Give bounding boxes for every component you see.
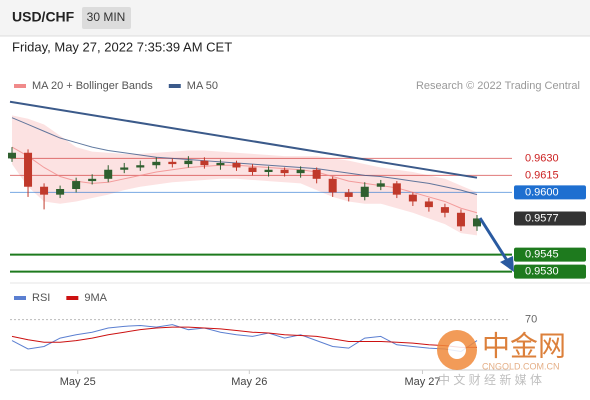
candle-body [328, 178, 337, 193]
watermark: 中金网 CNGOLD.COM.CN 中 文 财 经 新 媒 体 [437, 330, 566, 387]
level-label-box [514, 247, 586, 262]
x-tick-label: May 25 [60, 376, 96, 388]
candle-body [376, 183, 385, 187]
candle-body [136, 165, 145, 168]
indicator-line [11, 326, 477, 348]
level-label: 0.9530 [525, 266, 559, 278]
candle-body [408, 194, 417, 202]
level-label: 0.9545 [525, 249, 559, 261]
x-tick-label: May 27 [404, 376, 440, 388]
moving-average [11, 117, 478, 196]
watermark-logo-icon-inner [448, 341, 466, 359]
candle-body [56, 189, 65, 195]
candle-body [424, 201, 433, 208]
candle-body [440, 207, 449, 213]
candle-body [360, 186, 369, 197]
timestamp: Friday, May 27, 2022 7:35:39 AM CET [12, 39, 232, 54]
candle-body [216, 162, 225, 166]
timeframe[interactable]: 30 MIN [87, 10, 126, 24]
candle-body [88, 178, 97, 182]
legend-label: RSI [32, 292, 50, 304]
legend-swatch [14, 84, 26, 88]
candle-body [264, 169, 273, 173]
symbol: USD/CHF [12, 9, 75, 25]
candle-body [168, 161, 177, 165]
candle-body [120, 167, 129, 170]
candle-body [344, 192, 353, 197]
candle-body [456, 212, 465, 227]
watermark-logo: 中金网 [482, 330, 566, 361]
timeframe-button[interactable] [82, 7, 131, 29]
candle-body [24, 152, 33, 187]
candle-body [232, 162, 241, 168]
level-label: 0.9615 [525, 169, 559, 181]
candle-body [72, 181, 81, 189]
projection-arrowhead [500, 256, 514, 272]
candle-body [280, 169, 289, 174]
candle-body [152, 161, 161, 166]
legend-label: 9MA [84, 292, 107, 304]
level-label: 0.9600 [525, 186, 559, 198]
candle-body [7, 152, 17, 159]
candle-body [472, 218, 482, 227]
level-label-box [514, 211, 586, 226]
legend-swatch [168, 84, 181, 88]
candle-body [200, 160, 209, 166]
legend-swatch [66, 296, 79, 300]
candle-body [312, 169, 321, 179]
watermark-domain: CNGOLD.COM.CN [482, 361, 560, 371]
legend-label: MA 50 [187, 80, 218, 92]
trendline [9, 100, 478, 179]
legend-swatch [14, 296, 26, 300]
y-tick-label: 70 [525, 314, 537, 326]
candle-body [104, 169, 113, 179]
level-label: 0.9577 [525, 212, 559, 224]
candle-body [248, 167, 257, 173]
level-label: 0.9630 [525, 152, 559, 164]
watermark-tagline: 中 文 财 经 新 媒 体 [438, 372, 542, 387]
x-tick-label: May 26 [231, 376, 267, 388]
indicator-line [11, 324, 478, 353]
level-label-box [514, 185, 586, 200]
candle-body [296, 169, 305, 174]
level-label-box [514, 264, 586, 279]
candle-body [392, 183, 401, 195]
projection-arrow [478, 217, 510, 263]
candle-body [40, 186, 49, 195]
copyright: Research © 2022 Trading Central [416, 80, 580, 92]
candle-body [184, 160, 193, 165]
legend-label: MA 20 + Bollinger Bands [32, 80, 153, 92]
